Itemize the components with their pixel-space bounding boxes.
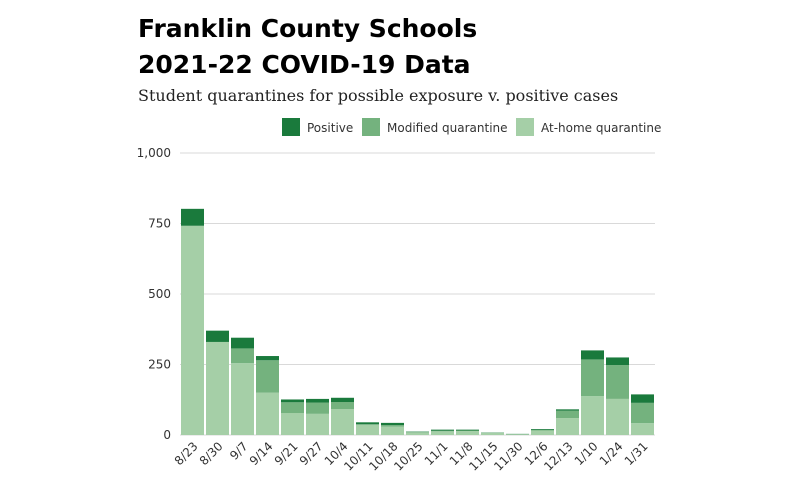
bar-segment-modified xyxy=(331,402,354,410)
bar-segment-modified xyxy=(581,359,604,397)
x-tick-label: 1/24 xyxy=(597,439,626,468)
bars xyxy=(181,208,654,435)
bar-segment-at-home xyxy=(356,424,379,435)
bar-segment-modified xyxy=(556,410,579,419)
bar-segment-at-home xyxy=(531,430,554,435)
x-axis-ticks: 8/238/30 9/79/149/219/2710/410/1110/1810/… xyxy=(172,439,651,473)
bar-segment-positive xyxy=(556,409,579,411)
bar-segment-modified xyxy=(281,402,304,414)
legend-swatch-modified-quarantine xyxy=(362,118,380,136)
bar-segment-positive xyxy=(431,429,454,431)
x-tick-label: 9/14 xyxy=(247,439,276,468)
bar-segment-at-home xyxy=(281,413,304,435)
chart-subtitle: Student quarantines for possible exposur… xyxy=(138,86,619,105)
bar-segment-at-home xyxy=(306,413,329,435)
bar-segment-at-home xyxy=(631,423,654,435)
bar-segment-positive xyxy=(631,394,654,403)
bar-segment-positive xyxy=(256,356,279,361)
x-tick-label: 1/10 xyxy=(572,439,601,468)
bar-segment-at-home xyxy=(406,432,429,435)
x-tick-label: 11/1 xyxy=(422,439,451,468)
x-tick-label: 10/25 xyxy=(391,439,425,473)
x-tick-label: 1/31 xyxy=(622,439,651,468)
chart-title-line-1: Franklin County Schools xyxy=(138,14,478,43)
bar-segment-positive xyxy=(206,330,229,342)
bar-segment-at-home xyxy=(431,431,454,435)
legend-label-at-home-quarantine: At-home quarantine xyxy=(541,121,661,135)
bar-segment-at-home xyxy=(331,409,354,435)
chart-title-line-2: 2021-22 COVID-19 Data xyxy=(138,50,471,79)
bar-segment-at-home xyxy=(506,434,529,435)
bar-segment-positive xyxy=(281,399,304,403)
y-tick-label: 1,000 xyxy=(137,146,171,160)
bar-segment-positive xyxy=(381,422,404,426)
bar-segment-positive xyxy=(306,398,329,403)
bar-segment-at-home xyxy=(181,225,204,435)
legend-swatch-at-home-quarantine xyxy=(516,118,534,136)
x-tick-label: 9/21 xyxy=(272,439,301,468)
y-tick-label: 750 xyxy=(148,217,171,231)
bar-segment-at-home xyxy=(206,341,229,435)
y-tick-label: 250 xyxy=(148,358,171,372)
bar-segment-at-home xyxy=(381,426,404,435)
bar-segment-at-home xyxy=(481,432,504,435)
bar-segment-modified xyxy=(356,424,379,425)
bar-segment-positive xyxy=(406,431,429,433)
bar-segment-at-home xyxy=(581,396,604,435)
legend-label-modified-quarantine: Modified quarantine xyxy=(387,121,508,135)
bar-segment-at-home xyxy=(556,418,579,435)
y-tick-label: 0 xyxy=(163,428,171,442)
y-tick-label: 500 xyxy=(148,287,171,301)
bar-segment-modified xyxy=(606,365,629,399)
x-tick-label: 8/30 xyxy=(197,439,226,468)
bar-segment-at-home xyxy=(256,392,279,435)
bar-segment-modified xyxy=(381,425,404,427)
y-axis-ticks: 0 250 500 750 1,000 xyxy=(137,146,171,442)
bar-segment-positive xyxy=(606,357,629,366)
bar-segment-positive xyxy=(531,429,554,430)
bar-segment-modified xyxy=(306,402,329,414)
bar-segment-at-home xyxy=(606,398,629,435)
bar-segment-modified xyxy=(256,360,279,393)
bar-segment-positive xyxy=(456,429,479,431)
x-tick-label: 12/13 xyxy=(541,439,575,473)
bar-segment-positive xyxy=(331,397,354,403)
bar-segment-positive xyxy=(581,350,604,360)
x-tick-label: 8/23 xyxy=(172,439,201,468)
legend-swatch-positive xyxy=(282,118,300,136)
bar-segment-modified xyxy=(231,348,254,364)
bar-segment-positive xyxy=(181,208,204,226)
legend: Positive Modified quarantine At-home qua… xyxy=(282,118,661,136)
bar-segment-positive xyxy=(231,337,254,349)
bar-segment-modified xyxy=(631,402,654,424)
bar-segment-at-home xyxy=(456,431,479,435)
x-tick-label: 11/30 xyxy=(491,439,525,473)
bar-segment-positive xyxy=(356,422,379,425)
bar-segment-at-home xyxy=(231,363,254,435)
x-tick-label: 9/27 xyxy=(297,439,326,468)
bar-segment-modified xyxy=(456,430,479,432)
bar-segment-modified xyxy=(531,429,554,431)
bar-segment-modified xyxy=(431,430,454,432)
legend-label-positive: Positive xyxy=(307,121,353,135)
